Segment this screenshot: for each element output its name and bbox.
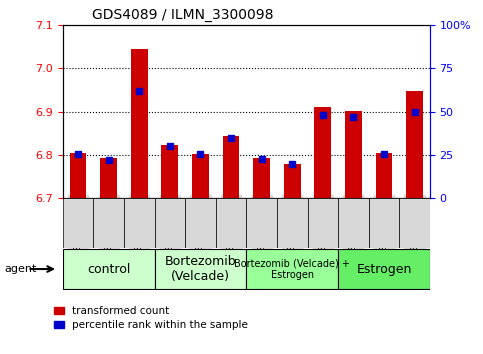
Bar bbox=[63, 249, 155, 290]
Bar bbox=[100, 158, 117, 198]
Bar bbox=[338, 249, 430, 290]
Bar bbox=[284, 164, 300, 198]
Bar bbox=[93, 198, 124, 248]
Text: Bortezomib (Velcade) +
Estrogen: Bortezomib (Velcade) + Estrogen bbox=[234, 258, 350, 280]
Bar bbox=[70, 153, 86, 198]
Bar bbox=[246, 249, 338, 290]
Text: Bortezomib
(Velcade): Bortezomib (Velcade) bbox=[165, 255, 236, 283]
Bar bbox=[161, 145, 178, 198]
Bar bbox=[131, 48, 148, 198]
Bar bbox=[185, 198, 216, 248]
Text: Estrogen: Estrogen bbox=[356, 263, 412, 275]
Bar bbox=[308, 198, 338, 248]
Bar bbox=[155, 249, 246, 290]
Bar bbox=[192, 154, 209, 198]
Bar bbox=[406, 91, 423, 198]
Text: agent: agent bbox=[5, 264, 37, 274]
Bar bbox=[124, 198, 155, 248]
Bar bbox=[314, 107, 331, 198]
Bar bbox=[155, 198, 185, 248]
Bar bbox=[246, 198, 277, 248]
Bar bbox=[63, 198, 93, 248]
Legend: transformed count, percentile rank within the sample: transformed count, percentile rank withi… bbox=[54, 306, 248, 330]
Bar bbox=[338, 198, 369, 248]
Bar bbox=[223, 136, 240, 198]
Bar bbox=[253, 158, 270, 198]
Bar bbox=[376, 153, 392, 198]
Bar bbox=[369, 198, 399, 248]
Text: control: control bbox=[87, 263, 130, 275]
Bar bbox=[216, 198, 246, 248]
Bar bbox=[399, 198, 430, 248]
Text: GDS4089 / ILMN_3300098: GDS4089 / ILMN_3300098 bbox=[92, 8, 274, 22]
Bar bbox=[277, 198, 308, 248]
Bar bbox=[345, 111, 362, 198]
